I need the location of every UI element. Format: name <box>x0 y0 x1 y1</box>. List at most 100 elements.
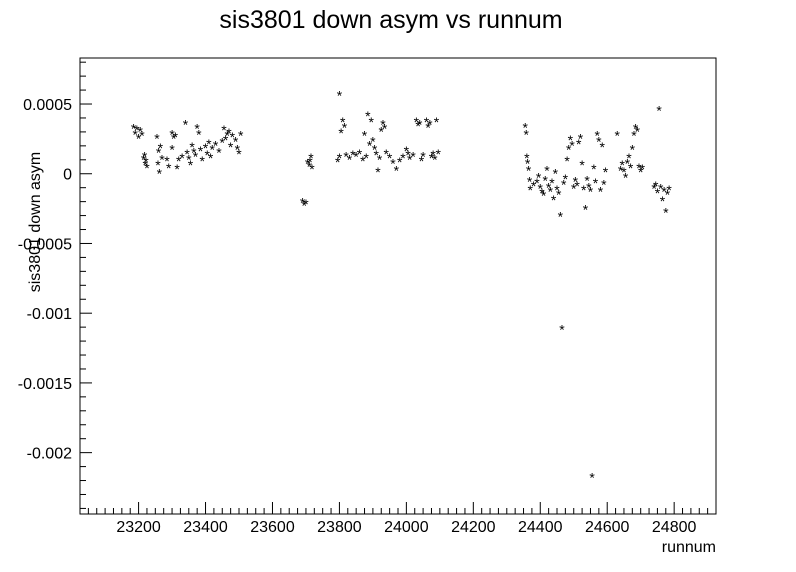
data-point: * <box>556 186 562 202</box>
data-point: * <box>138 124 144 140</box>
data-point: * <box>226 125 232 141</box>
data-point: * <box>362 128 368 144</box>
y-tick-label: 0 <box>63 167 72 184</box>
data-point: * <box>142 149 148 165</box>
data-point: * <box>549 175 555 191</box>
x-axis-label: runnum <box>662 539 716 556</box>
data-point: * <box>136 130 142 146</box>
data-point: * <box>603 164 609 180</box>
data-point: * <box>578 130 584 146</box>
data-point: * <box>379 124 385 140</box>
data-point: * <box>305 156 311 172</box>
data-point: * <box>620 157 626 173</box>
data-point: * <box>653 178 659 194</box>
data-point: * <box>370 133 376 149</box>
data-point: * <box>238 128 244 144</box>
data-point: * <box>522 119 528 135</box>
data-point: * <box>543 172 549 188</box>
data-point: * <box>656 103 662 119</box>
data-point: * <box>309 161 315 177</box>
data-point: * <box>651 181 657 197</box>
data-point: * <box>384 146 390 162</box>
data-point: * <box>174 161 180 177</box>
data-point: * <box>424 114 430 130</box>
data-point: * <box>569 137 575 153</box>
data-point: * <box>599 139 605 155</box>
data-point: * <box>335 154 341 170</box>
data-point: * <box>626 150 632 166</box>
data-point: * <box>307 158 313 174</box>
data-point: * <box>213 137 219 153</box>
data-point: * <box>191 144 197 160</box>
data-point: * <box>588 183 594 199</box>
data-point: * <box>566 142 572 158</box>
data-point: * <box>166 160 172 176</box>
data-point: * <box>196 126 202 142</box>
data-point: * <box>360 153 366 169</box>
data-point: * <box>143 157 149 173</box>
data-point: * <box>169 142 175 158</box>
data-point: * <box>414 114 420 130</box>
y-tick-label: 0.0005 <box>23 97 72 114</box>
data-point: * <box>430 147 436 163</box>
data-point: * <box>308 150 314 166</box>
data-point: * <box>363 150 369 166</box>
data-point: * <box>307 154 313 170</box>
data-point: * <box>154 130 160 146</box>
data-point: * <box>144 160 150 176</box>
data-point: * <box>425 119 431 135</box>
data-point: * <box>342 119 348 135</box>
data-point: * <box>633 121 639 137</box>
data-point: * <box>536 170 542 186</box>
data-point: * <box>343 149 349 165</box>
data-point: * <box>404 143 410 159</box>
data-point: * <box>158 140 164 156</box>
data-point: * <box>235 142 241 158</box>
data-point: * <box>564 153 570 169</box>
data-point: * <box>302 197 308 213</box>
plot-frame <box>79 57 717 515</box>
data-point: * <box>630 142 636 158</box>
data-point: * <box>631 128 637 144</box>
data-point: * <box>216 144 222 160</box>
data-point: * <box>338 125 344 141</box>
data-point: * <box>382 121 388 137</box>
data-point: * <box>523 126 529 142</box>
data-point: * <box>223 132 229 148</box>
data-point: * <box>625 156 631 172</box>
data-point: * <box>589 469 595 485</box>
data-point: * <box>203 140 209 156</box>
data-point: * <box>660 193 666 209</box>
data-point: * <box>527 174 533 190</box>
data-point: * <box>640 161 646 177</box>
data-point: * <box>636 160 642 176</box>
data-point: * <box>574 178 580 194</box>
data-point: * <box>594 128 600 144</box>
data-point: * <box>559 322 565 338</box>
data-point: * <box>435 146 441 162</box>
data-point: * <box>571 181 577 197</box>
y-tick-label: -0.0005 <box>18 236 72 253</box>
data-point: * <box>432 151 438 167</box>
data-point: * <box>156 144 162 160</box>
data-point: * <box>225 128 231 144</box>
data-point: * <box>434 114 440 130</box>
data-point: * <box>133 126 139 142</box>
data-point: * <box>337 87 343 103</box>
data-point: * <box>593 175 599 191</box>
data-point: * <box>554 182 560 198</box>
data-point: * <box>400 150 406 166</box>
y-tick-label: -0.0015 <box>18 376 72 393</box>
data-point: * <box>658 181 664 197</box>
data-point: * <box>429 150 435 166</box>
data-point: * <box>591 161 597 177</box>
data-point: * <box>204 147 210 163</box>
data-point: * <box>171 130 177 146</box>
data-point: * <box>397 154 403 170</box>
data-point: * <box>420 149 426 165</box>
data-point: * <box>193 149 199 165</box>
data-point: * <box>375 164 381 180</box>
data-point: * <box>665 186 671 202</box>
data-point: * <box>417 117 423 133</box>
data-point: * <box>663 204 669 220</box>
